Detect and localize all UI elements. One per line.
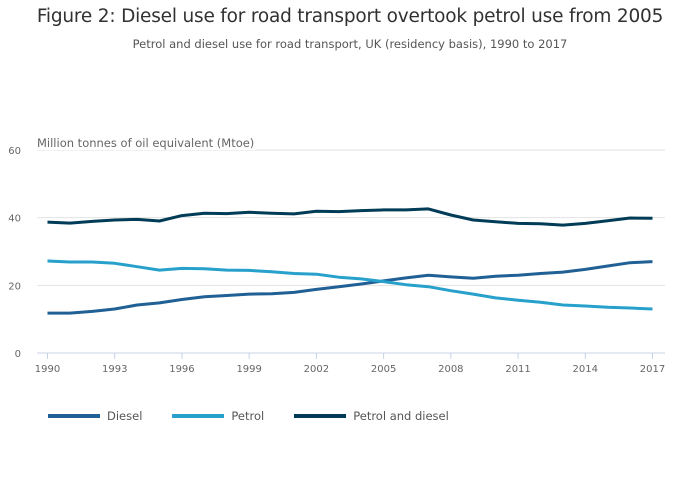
x-tick-label: 2002 bbox=[304, 364, 329, 375]
legend-swatch-petrol bbox=[172, 414, 225, 418]
x-tick-label: 1996 bbox=[169, 364, 194, 375]
chart-title: Figure 2: Diesel use for road transport … bbox=[36, 6, 664, 27]
legend-item-petrol-and-diesel[interactable]: Petrol and diesel bbox=[294, 409, 449, 423]
x-tick-label: 1990 bbox=[35, 364, 60, 375]
x-tick-label: 2008 bbox=[438, 364, 463, 375]
legend-label-petrol: Petrol bbox=[231, 409, 265, 423]
x-axis: 1990 1993 1996 1999 2002 2005 2008 2011 2014 2017 bbox=[35, 352, 665, 375]
y-tick-label: 60 bbox=[8, 146, 21, 157]
legend-swatch-diesel bbox=[48, 414, 100, 418]
y-axis: 0 20 40 60 bbox=[8, 146, 21, 360]
series-lines bbox=[47, 207, 653, 315]
x-tick-label: 1999 bbox=[236, 364, 261, 375]
series-line-diesel[interactable] bbox=[47, 260, 653, 315]
legend: Diesel Petrol Petrol and diesel bbox=[48, 409, 479, 423]
x-tick-label: 2011 bbox=[505, 364, 530, 375]
x-tick-label: 1993 bbox=[102, 364, 127, 375]
legend-label-diesel: Diesel bbox=[107, 409, 143, 423]
y-tick-label: 20 bbox=[8, 281, 21, 292]
x-tick-label: 2005 bbox=[371, 364, 396, 375]
x-tick-label: 2014 bbox=[573, 364, 598, 375]
legend-label-petrol-and-diesel: Petrol and diesel bbox=[353, 409, 449, 423]
y-axis-label: Million tonnes of oil equivalent (Mtoe) bbox=[37, 136, 257, 150]
y-tick-label: 40 bbox=[8, 214, 21, 225]
x-tick-label: 2017 bbox=[640, 364, 665, 375]
legend-swatch-petrol-and-diesel bbox=[294, 414, 347, 418]
legend-item-diesel[interactable]: Diesel bbox=[48, 409, 142, 423]
legend-item-petrol[interactable]: Petrol bbox=[172, 409, 264, 423]
series-line-petrol[interactable] bbox=[47, 259, 653, 311]
series-line-petrol-and-diesel[interactable] bbox=[47, 207, 653, 227]
y-tick-label: 0 bbox=[15, 349, 21, 360]
chart-subtitle: Petrol and diesel use for road transport… bbox=[132, 37, 568, 51]
